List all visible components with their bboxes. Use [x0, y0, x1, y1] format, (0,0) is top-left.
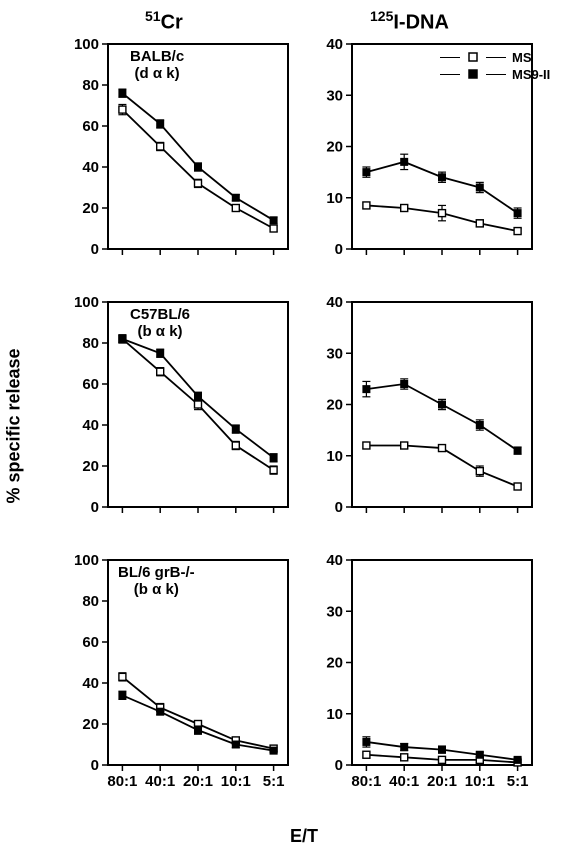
- column-header-left: 51Cr: [145, 8, 183, 35]
- svg-text:20: 20: [326, 139, 343, 156]
- svg-text:100: 100: [74, 554, 99, 569]
- x-axis-title: E/T: [290, 826, 318, 847]
- panel-r0-left: 0 20 40 60 80 100: [66, 38, 296, 283]
- svg-text:30: 30: [326, 603, 343, 620]
- svg-text:5:1: 5:1: [507, 773, 529, 790]
- svg-text:20: 20: [326, 397, 343, 414]
- svg-text:20: 20: [82, 200, 99, 217]
- svg-text:40:1: 40:1: [145, 773, 175, 790]
- svg-text:80: 80: [82, 335, 99, 352]
- svg-text:80:1: 80:1: [107, 773, 137, 790]
- svg-text:80:1: 80:1: [351, 773, 381, 790]
- svg-text:0: 0: [91, 499, 99, 516]
- svg-text:60: 60: [82, 634, 99, 651]
- svg-text:5:1: 5:1: [263, 773, 285, 790]
- svg-text:40: 40: [326, 554, 343, 569]
- panel-r1-right: 0 10 20 30 40: [310, 296, 540, 541]
- svg-text:40: 40: [82, 675, 99, 692]
- svg-text:20:1: 20:1: [427, 773, 457, 790]
- svg-text:10: 10: [326, 706, 343, 723]
- svg-text:20:1: 20:1: [183, 773, 213, 790]
- svg-text:30: 30: [326, 345, 343, 362]
- figure-root: 51Cr 125I-DNA % specific release E/T MS …: [0, 0, 572, 853]
- panel-r0-right: 0 10 20 30 40: [310, 38, 540, 283]
- svg-text:10:1: 10:1: [221, 773, 251, 790]
- y-axis-title: % specific release: [4, 348, 25, 503]
- svg-text:60: 60: [82, 118, 99, 135]
- svg-text:20: 20: [82, 716, 99, 733]
- svg-text:40: 40: [326, 296, 343, 311]
- svg-text:10: 10: [326, 190, 343, 207]
- svg-text:10:1: 10:1: [465, 773, 495, 790]
- svg-text:40: 40: [82, 159, 99, 176]
- column-header-right: 125I-DNA: [370, 8, 449, 35]
- panel-r2-right: 0 10 20 30 40 80:1 40:1 20:1 10:1 5:1: [310, 554, 540, 799]
- svg-text:40: 40: [326, 38, 343, 53]
- panel-r1-left: 0 20 40 60 80 100: [66, 296, 296, 541]
- svg-text:80: 80: [82, 593, 99, 610]
- svg-text:0: 0: [91, 757, 99, 774]
- svg-text:60: 60: [82, 376, 99, 393]
- svg-text:0: 0: [335, 241, 343, 258]
- svg-text:100: 100: [74, 38, 99, 53]
- svg-text:30: 30: [326, 87, 343, 104]
- svg-text:40:1: 40:1: [389, 773, 419, 790]
- svg-text:0: 0: [335, 757, 343, 774]
- svg-text:20: 20: [326, 655, 343, 672]
- panel-r2-left: 0 20 40 60 80 100 80:1 40:1 20:1 10:1 5:1: [66, 554, 296, 799]
- svg-text:80: 80: [82, 77, 99, 94]
- svg-text:0: 0: [91, 241, 99, 258]
- svg-text:0: 0: [335, 499, 343, 516]
- svg-text:10: 10: [326, 448, 343, 465]
- svg-text:20: 20: [82, 458, 99, 475]
- svg-text:100: 100: [74, 296, 99, 311]
- svg-text:40: 40: [82, 417, 99, 434]
